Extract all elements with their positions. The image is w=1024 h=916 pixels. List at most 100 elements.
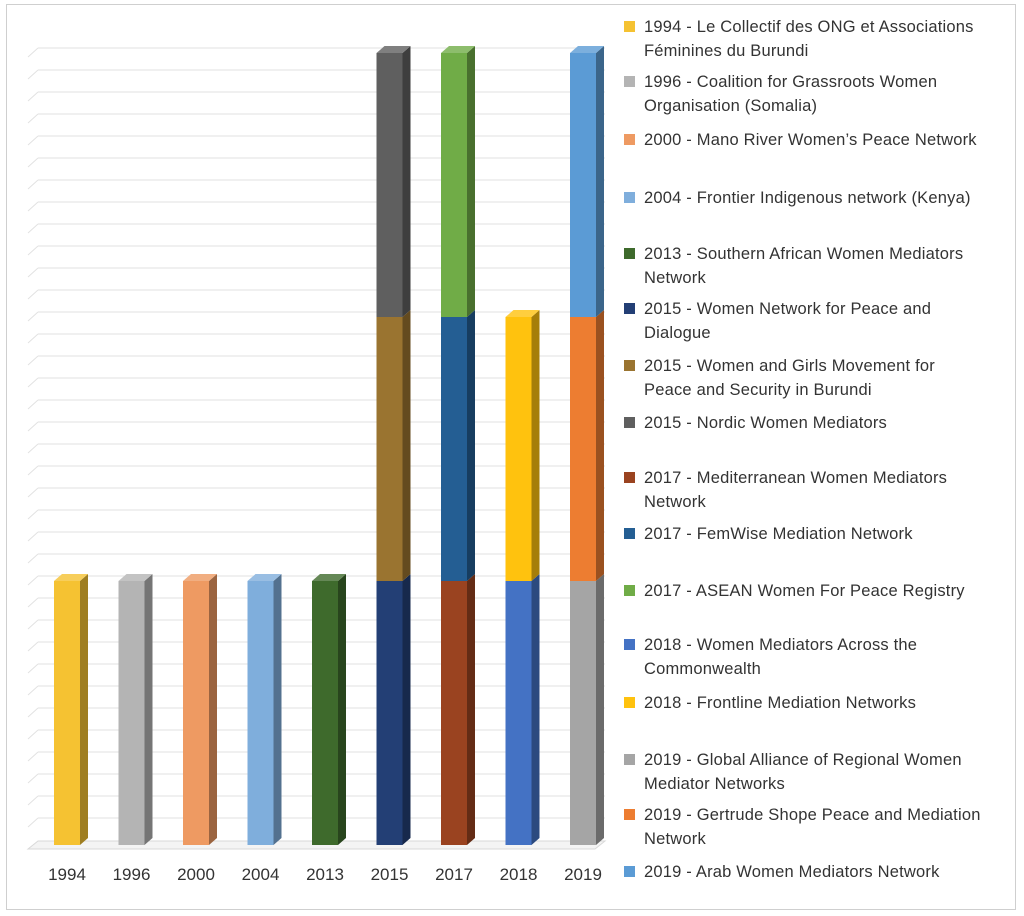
x-tick-label: 2004: [242, 865, 280, 884]
legend-item: 2019 - Global Alliance of Regional Women…: [624, 748, 1016, 796]
gridline-depth: [27, 817, 39, 828]
legend-label-line: Commonwealth: [644, 660, 762, 678]
legend-label: 1994 - Le Collectif des ONG et Associati…: [644, 15, 974, 63]
legend-swatch: [624, 192, 635, 203]
bar-top: [312, 574, 346, 581]
bar-top: [247, 574, 282, 581]
legend-swatch: [624, 21, 635, 32]
gridline-depth: [27, 157, 39, 168]
x-tick-label: 2000: [177, 865, 215, 884]
legend-label: 2017 - ASEAN Women For Peace Registry: [644, 579, 965, 603]
gridline-depth: [27, 597, 39, 608]
legend-swatch: [624, 754, 635, 765]
legend-label-line: Organisation (Somalia): [644, 97, 818, 115]
legend-label: 2019 - Global Alliance of Regional Women…: [644, 748, 962, 796]
x-tick-label: 2017: [435, 865, 473, 884]
bar-segment: [505, 310, 540, 581]
legend-item: 2018 - Frontline Mediation Networks: [624, 691, 1016, 715]
legend-swatch: [624, 472, 635, 483]
gridline-depth: [27, 531, 39, 542]
gridline-depth: [27, 685, 39, 696]
legend-item: 2019 - Arab Women Mediators Network: [624, 860, 1016, 884]
legend-item: 2013 - Southern African Women Mediators N…: [624, 242, 1016, 290]
legend-label-line: Féminines du Burundi: [644, 42, 809, 60]
gridline-depth: [27, 729, 39, 740]
legend-label-line: 2015 - Nordic Women Mediators: [644, 414, 888, 432]
gridline-depth: [27, 663, 39, 674]
bar-side: [596, 310, 604, 581]
legend-swatch: [624, 134, 635, 145]
legend-swatch: [624, 76, 635, 87]
legend-label-line: 2015 - Women Network for Peace and: [644, 300, 932, 318]
legend-label-line: Network: [644, 493, 706, 511]
bar-segment: [183, 574, 217, 845]
legend-swatch: [624, 303, 635, 314]
bar-side: [402, 574, 411, 845]
gridline-depth: [27, 201, 39, 212]
legend-swatch: [624, 866, 635, 877]
legend-item: 2015 - Women Network for Peace and Dialog…: [624, 297, 1016, 345]
legend-label: 2015 - Women and Girls Movement for Peace…: [644, 354, 935, 402]
bar-top: [376, 46, 411, 53]
bar-side: [531, 310, 540, 581]
bar-side: [402, 310, 411, 581]
legend-item: 2017 - FemWise Mediation Network: [624, 522, 1016, 546]
bar-side: [144, 574, 153, 845]
legend-label-line: Dialogue: [644, 324, 711, 342]
x-tick-label: 2019: [564, 865, 602, 884]
legend-swatch: [624, 417, 635, 428]
gridline-depth: [27, 179, 39, 190]
gridline-depth: [27, 223, 39, 234]
bar-segment: [376, 310, 411, 581]
legend-label-line: 2004 - Frontier Indigenous network (Keny…: [644, 189, 971, 207]
legend-item: 2015 - Nordic Women Mediators: [624, 411, 1016, 435]
legend-label-line: 2017 - Mediterranean Women Mediators: [644, 469, 948, 487]
gridline-depth: [27, 509, 39, 520]
gridline-depth: [27, 443, 39, 454]
bar-segment: [376, 574, 411, 845]
legend-swatch: [624, 697, 635, 708]
gridline-depth: [27, 707, 39, 718]
gridline-depth: [27, 773, 39, 784]
gridline-depth: [27, 91, 39, 102]
bar-front: [570, 53, 596, 317]
gridline-depth: [27, 421, 39, 432]
bar-front: [376, 581, 403, 845]
legend-item: 2017 - ASEAN Women For Peace Registry: [624, 579, 1016, 603]
legend-item: 2018 - Women Mediators Across the Commonw…: [624, 633, 1016, 681]
bar-top: [118, 574, 153, 581]
bar-segment: [505, 574, 540, 845]
bar-top: [183, 574, 217, 581]
legend-label: 2018 - Women Mediators Across the Commonw…: [644, 633, 917, 681]
bar-side: [467, 46, 475, 317]
legend-label: 2000 - Mano River Women’s Peace Network: [644, 128, 977, 152]
legend-label-line: 2013 - Southern African Women Mediators: [644, 245, 964, 263]
legend-swatch: [624, 248, 635, 259]
bar-front: [312, 581, 338, 845]
legend-label: 2013 - Southern African Women Mediators N…: [644, 242, 963, 290]
x-tick-label: 2015: [371, 865, 409, 884]
legend-label-line: 2018 - Frontline Mediation Networks: [644, 694, 917, 712]
bar-side: [209, 574, 217, 845]
gridline-depth: [27, 267, 39, 278]
legend-item: 2015 - Women and Girls Movement for Peace…: [624, 354, 1016, 402]
gridline-depth: [27, 487, 39, 498]
bar-front: [54, 581, 80, 845]
gridline-depth: [27, 751, 39, 762]
bar-front: [570, 317, 596, 581]
bars: [54, 46, 604, 845]
legend-swatch: [624, 360, 635, 371]
bar-side: [273, 574, 282, 845]
gridline-depth: [27, 289, 39, 300]
bar-front: [247, 581, 274, 845]
legend-item: 2000 - Mano River Women’s Peace Network: [624, 128, 1016, 152]
bar-front: [441, 317, 467, 581]
legend-label-line: 2019 - Global Alliance of Regional Women: [644, 751, 962, 769]
bar-front: [505, 317, 532, 581]
bar-side: [596, 46, 604, 317]
legend-label-line: 2019 - Arab Women Mediators Network: [644, 863, 940, 881]
legend-label: 2019 - Arab Women Mediators Network: [644, 860, 940, 884]
legend-item: 1994 - Le Collectif des ONG et Associati…: [624, 15, 1016, 63]
bar-front: [505, 581, 532, 845]
